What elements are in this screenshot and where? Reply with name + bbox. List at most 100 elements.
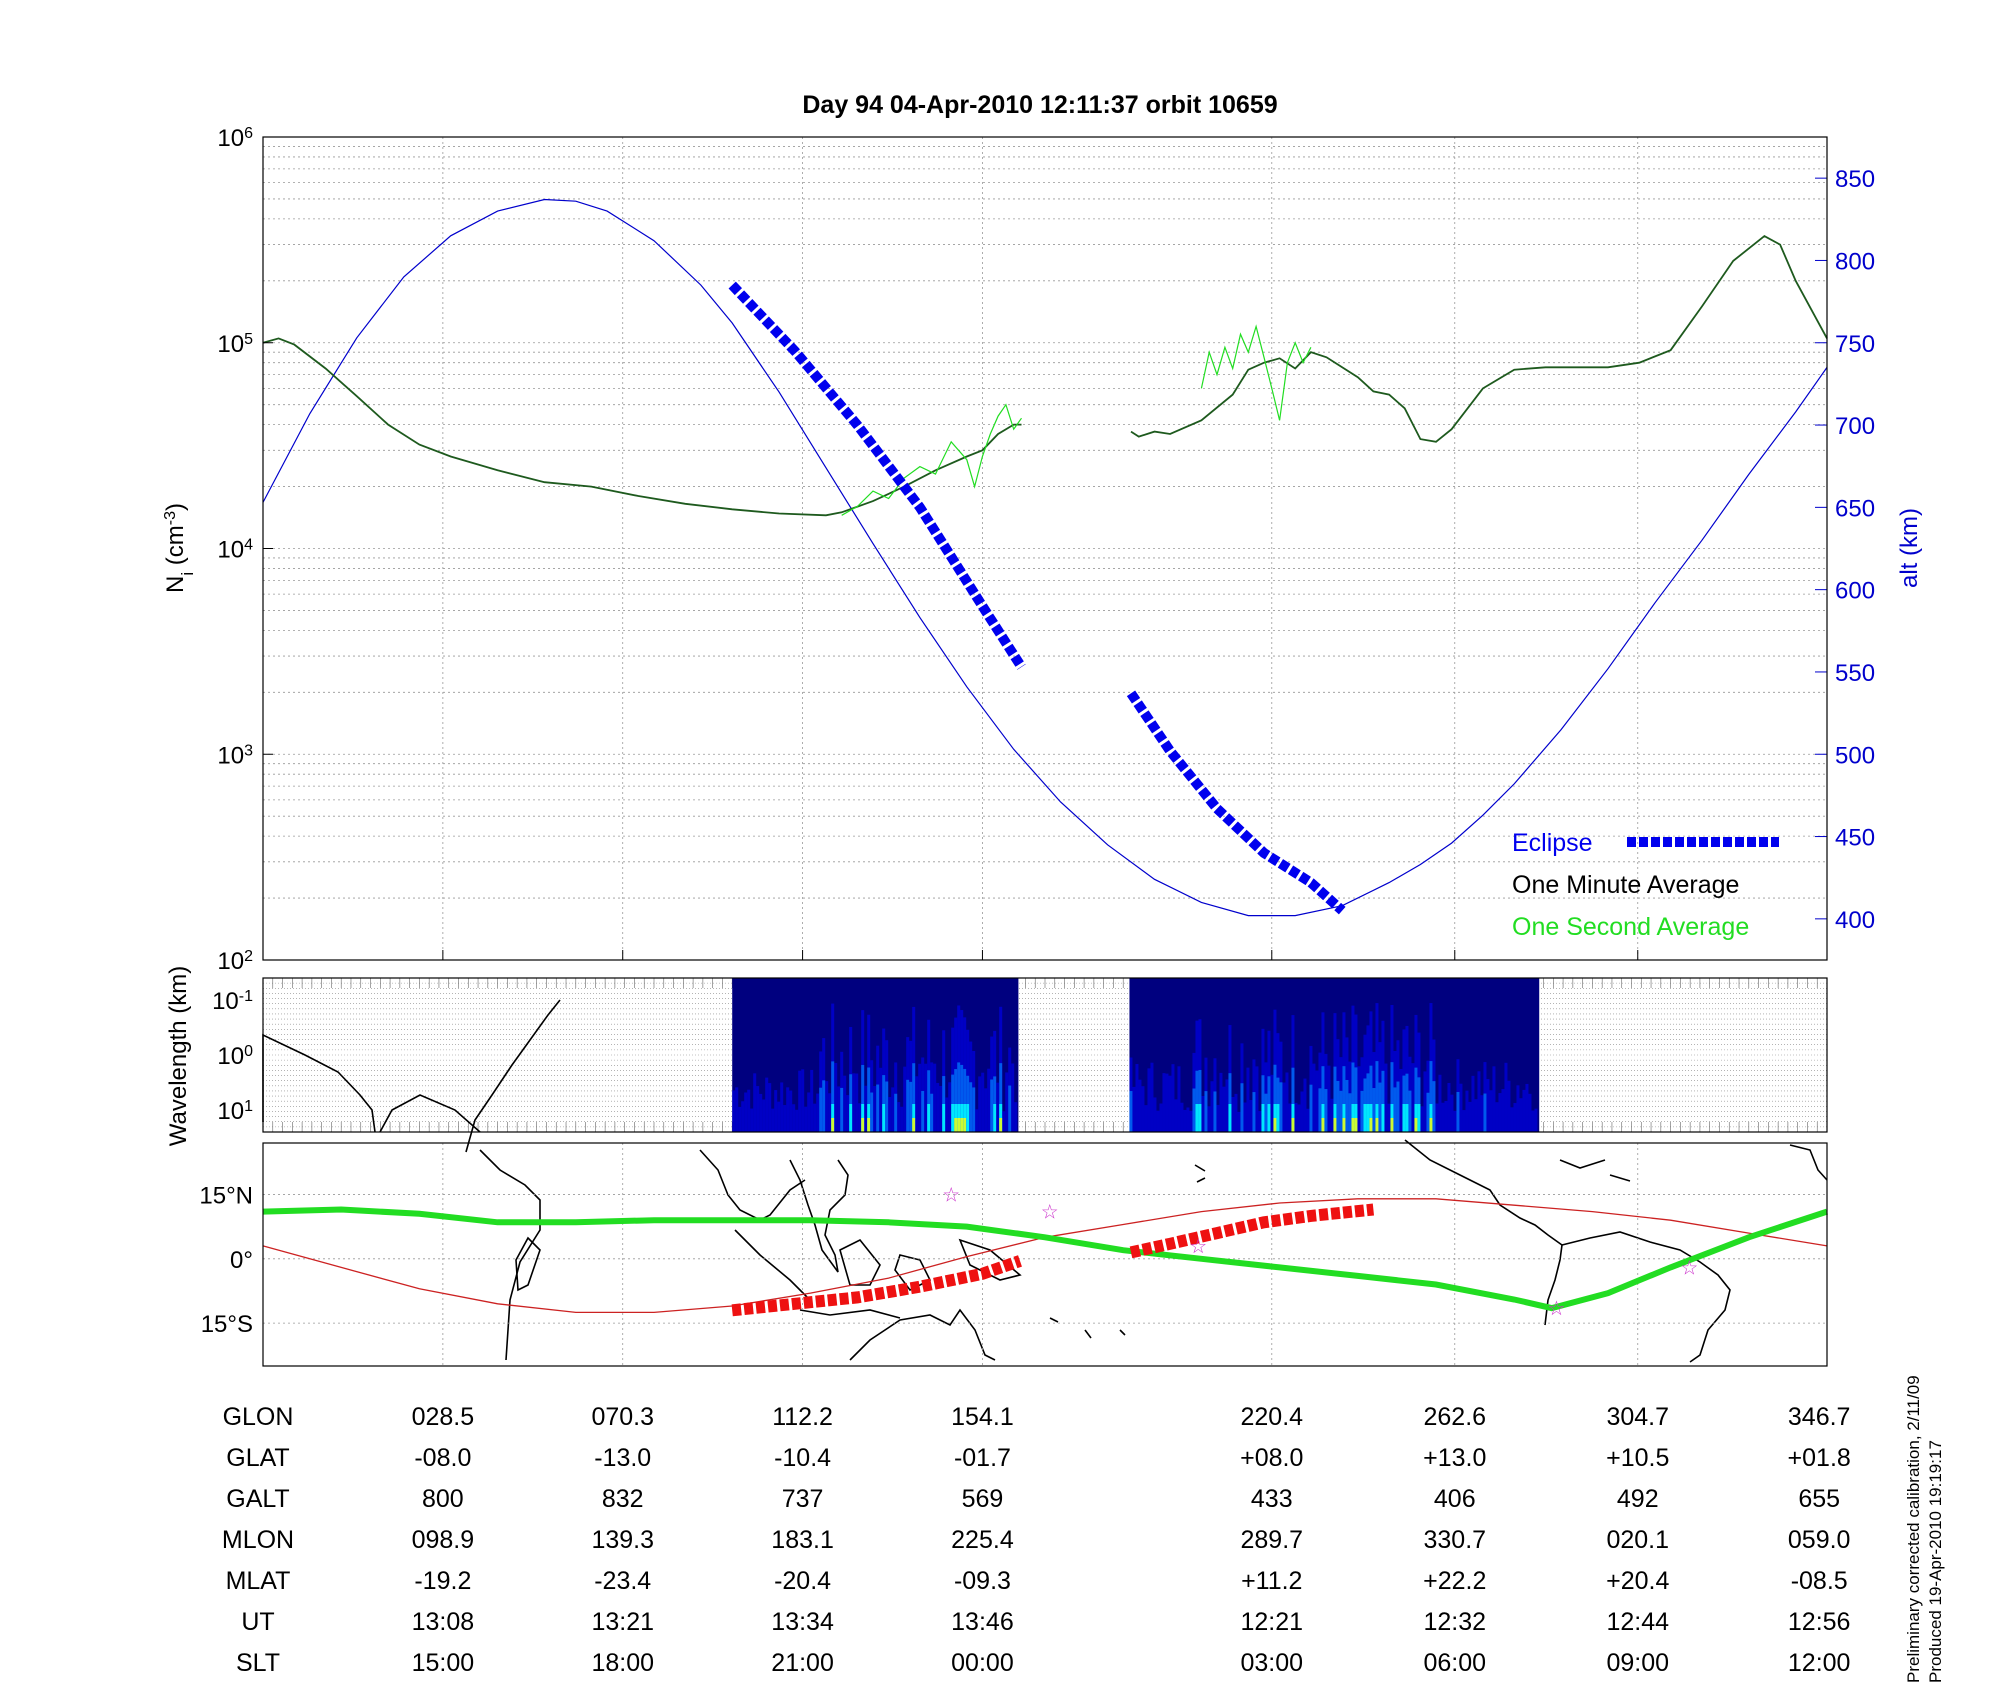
table-row-label: MLON: [222, 1526, 294, 1554]
spectrogram-column: [888, 1097, 892, 1132]
spectrogram-column-high: [993, 1104, 997, 1132]
map-panel: ☆ ☆ ☆ ☆ ☆ 15°N 0° 15°S: [199, 999, 1828, 1367]
spectrogram-column: [1174, 1099, 1178, 1132]
table-row-label: GLAT: [226, 1444, 289, 1472]
spectrogram-column-mid: [960, 1064, 964, 1132]
spectrogram-column: [1507, 1080, 1511, 1132]
table-cell: -08.0: [414, 1444, 471, 1472]
spectrogram-ytick-label: 10-1: [212, 988, 253, 1016]
spectrogram-column-mid: [1366, 1073, 1370, 1132]
spectrogram-column: [864, 1085, 868, 1132]
table-cell: 028.5: [412, 1403, 475, 1431]
spectrogram-column: [1465, 1090, 1469, 1132]
spectrogram-column-peak: [957, 1118, 961, 1132]
spectrogram-column-peak: [861, 1118, 865, 1132]
spectrogram-column-high: [1402, 1104, 1406, 1132]
spectrogram-column: [837, 1086, 841, 1132]
table-cell: +10.5: [1606, 1444, 1669, 1472]
map-curves: ☆ ☆ ☆ ☆ ☆: [262, 1184, 1828, 1320]
altitude-ytick-label: 600: [1835, 578, 1875, 605]
spectrogram-column: [897, 1102, 901, 1132]
spectrogram-column-peak: [1375, 1118, 1379, 1132]
spectrogram-column: [1177, 1066, 1181, 1132]
spectrogram-column-mid: [1309, 1084, 1313, 1132]
spectrogram-column: [855, 1073, 859, 1132]
spectrogram-column-high: [849, 1104, 853, 1132]
spectrogram-column-mid: [1429, 1061, 1433, 1132]
density-grid: [263, 137, 1827, 961]
table-cell: 059.0: [1788, 1526, 1851, 1554]
one-minute-average-line: [262, 337, 1022, 517]
table-cell: 13:08: [412, 1608, 475, 1636]
altitude-ytick-label: 500: [1835, 742, 1875, 769]
spectrogram-column: [1327, 1065, 1331, 1132]
spectrogram-column: [1384, 1063, 1388, 1132]
spectrogram-column-mid: [921, 1091, 925, 1132]
spectrogram-column-mid: [894, 1093, 898, 1132]
spectrogram-column: [1330, 1098, 1334, 1132]
spectrogram-column: [783, 1105, 787, 1132]
spectrogram-column: [1486, 1079, 1490, 1132]
spectrogram-column: [1495, 1102, 1499, 1132]
spectrogram-column: [879, 1067, 883, 1132]
spectrogram-column: [1471, 1075, 1475, 1132]
density-ytick-base: 10: [217, 742, 244, 769]
spectrogram-column-mid: [1228, 1073, 1232, 1132]
spectrogram-column-peak: [912, 1118, 916, 1132]
spectrogram-column-peak: [1351, 1118, 1355, 1132]
spectrogram-column-mid: [951, 1074, 955, 1132]
density-ticks: 1021031041051064004505005506006507007508…: [217, 125, 1875, 976]
spectrogram-column: [1510, 1107, 1514, 1132]
coast-madagascar: [515, 1236, 541, 1292]
spectrogram-column-mid: [927, 1070, 931, 1132]
spectrogram-column: [975, 1109, 979, 1132]
table-cell: -01.7: [954, 1444, 1011, 1472]
density-ytick-exp: 2: [244, 948, 253, 965]
spectrogram-column: [1231, 1096, 1235, 1132]
spectrogram-column: [1135, 1064, 1139, 1132]
table-cell: 13:34: [771, 1608, 834, 1636]
table-cell: 18:00: [591, 1649, 654, 1677]
spectrogram-column-mid: [1324, 1089, 1328, 1132]
table-cell: 21:00: [771, 1649, 834, 1677]
spectrogram-column: [1219, 1072, 1223, 1132]
density-ytick-label: 102: [217, 948, 253, 976]
spectrogram-ytick-exp: 0: [244, 1043, 253, 1060]
spectrogram-column: [1138, 1079, 1142, 1132]
spectrogram-grid: [263, 978, 1827, 1132]
spectrogram-column: [816, 1093, 820, 1132]
spectrogram-column-mid: [1432, 1081, 1436, 1132]
table-cell: +01.8: [1788, 1444, 1851, 1472]
spectrogram-column-peak: [831, 1118, 835, 1132]
spectrogram-column-mid: [861, 1064, 865, 1132]
density-ytick-base: 10: [217, 125, 244, 152]
table-cell: 13:21: [591, 1608, 654, 1636]
table-cell: 800: [422, 1485, 464, 1513]
table-cell: 098.9: [412, 1526, 475, 1554]
spectrogram-column-mid: [1378, 1082, 1382, 1132]
spectrogram-column-peak: [1333, 1118, 1337, 1132]
density-ytick-exp: 5: [244, 330, 253, 347]
spectrogram-column-high: [1228, 1104, 1232, 1132]
spectrogram-column: [1525, 1083, 1529, 1132]
spectrogram-column-mid: [1318, 1088, 1322, 1132]
spectrogram-column: [1014, 1102, 1018, 1132]
spectrogram-column: [750, 1108, 754, 1132]
spectrogram-column-mid: [1008, 1085, 1012, 1132]
density-ytick-label: 103: [217, 742, 253, 770]
table-row-label: GLON: [223, 1403, 294, 1431]
spectrogram-column: [810, 1069, 814, 1132]
coast-south-america: [1544, 1231, 1731, 1363]
spectrogram-column: [813, 1103, 817, 1132]
spectrogram-column: [987, 1068, 991, 1132]
table-cell: 09:00: [1606, 1649, 1669, 1677]
altitude-ytick-label: 400: [1835, 907, 1875, 934]
spectrogram-column: [1011, 1063, 1015, 1132]
table-cell: 304.7: [1606, 1403, 1669, 1431]
spectrogram-column: [1303, 1078, 1307, 1132]
spectrogram-column: [735, 1087, 739, 1132]
spectrogram-column: [1444, 1100, 1448, 1132]
spectrogram-column: [1002, 1111, 1006, 1132]
density-ytick-exp: 6: [244, 125, 253, 142]
spectrogram-column-mid: [1396, 1081, 1400, 1132]
